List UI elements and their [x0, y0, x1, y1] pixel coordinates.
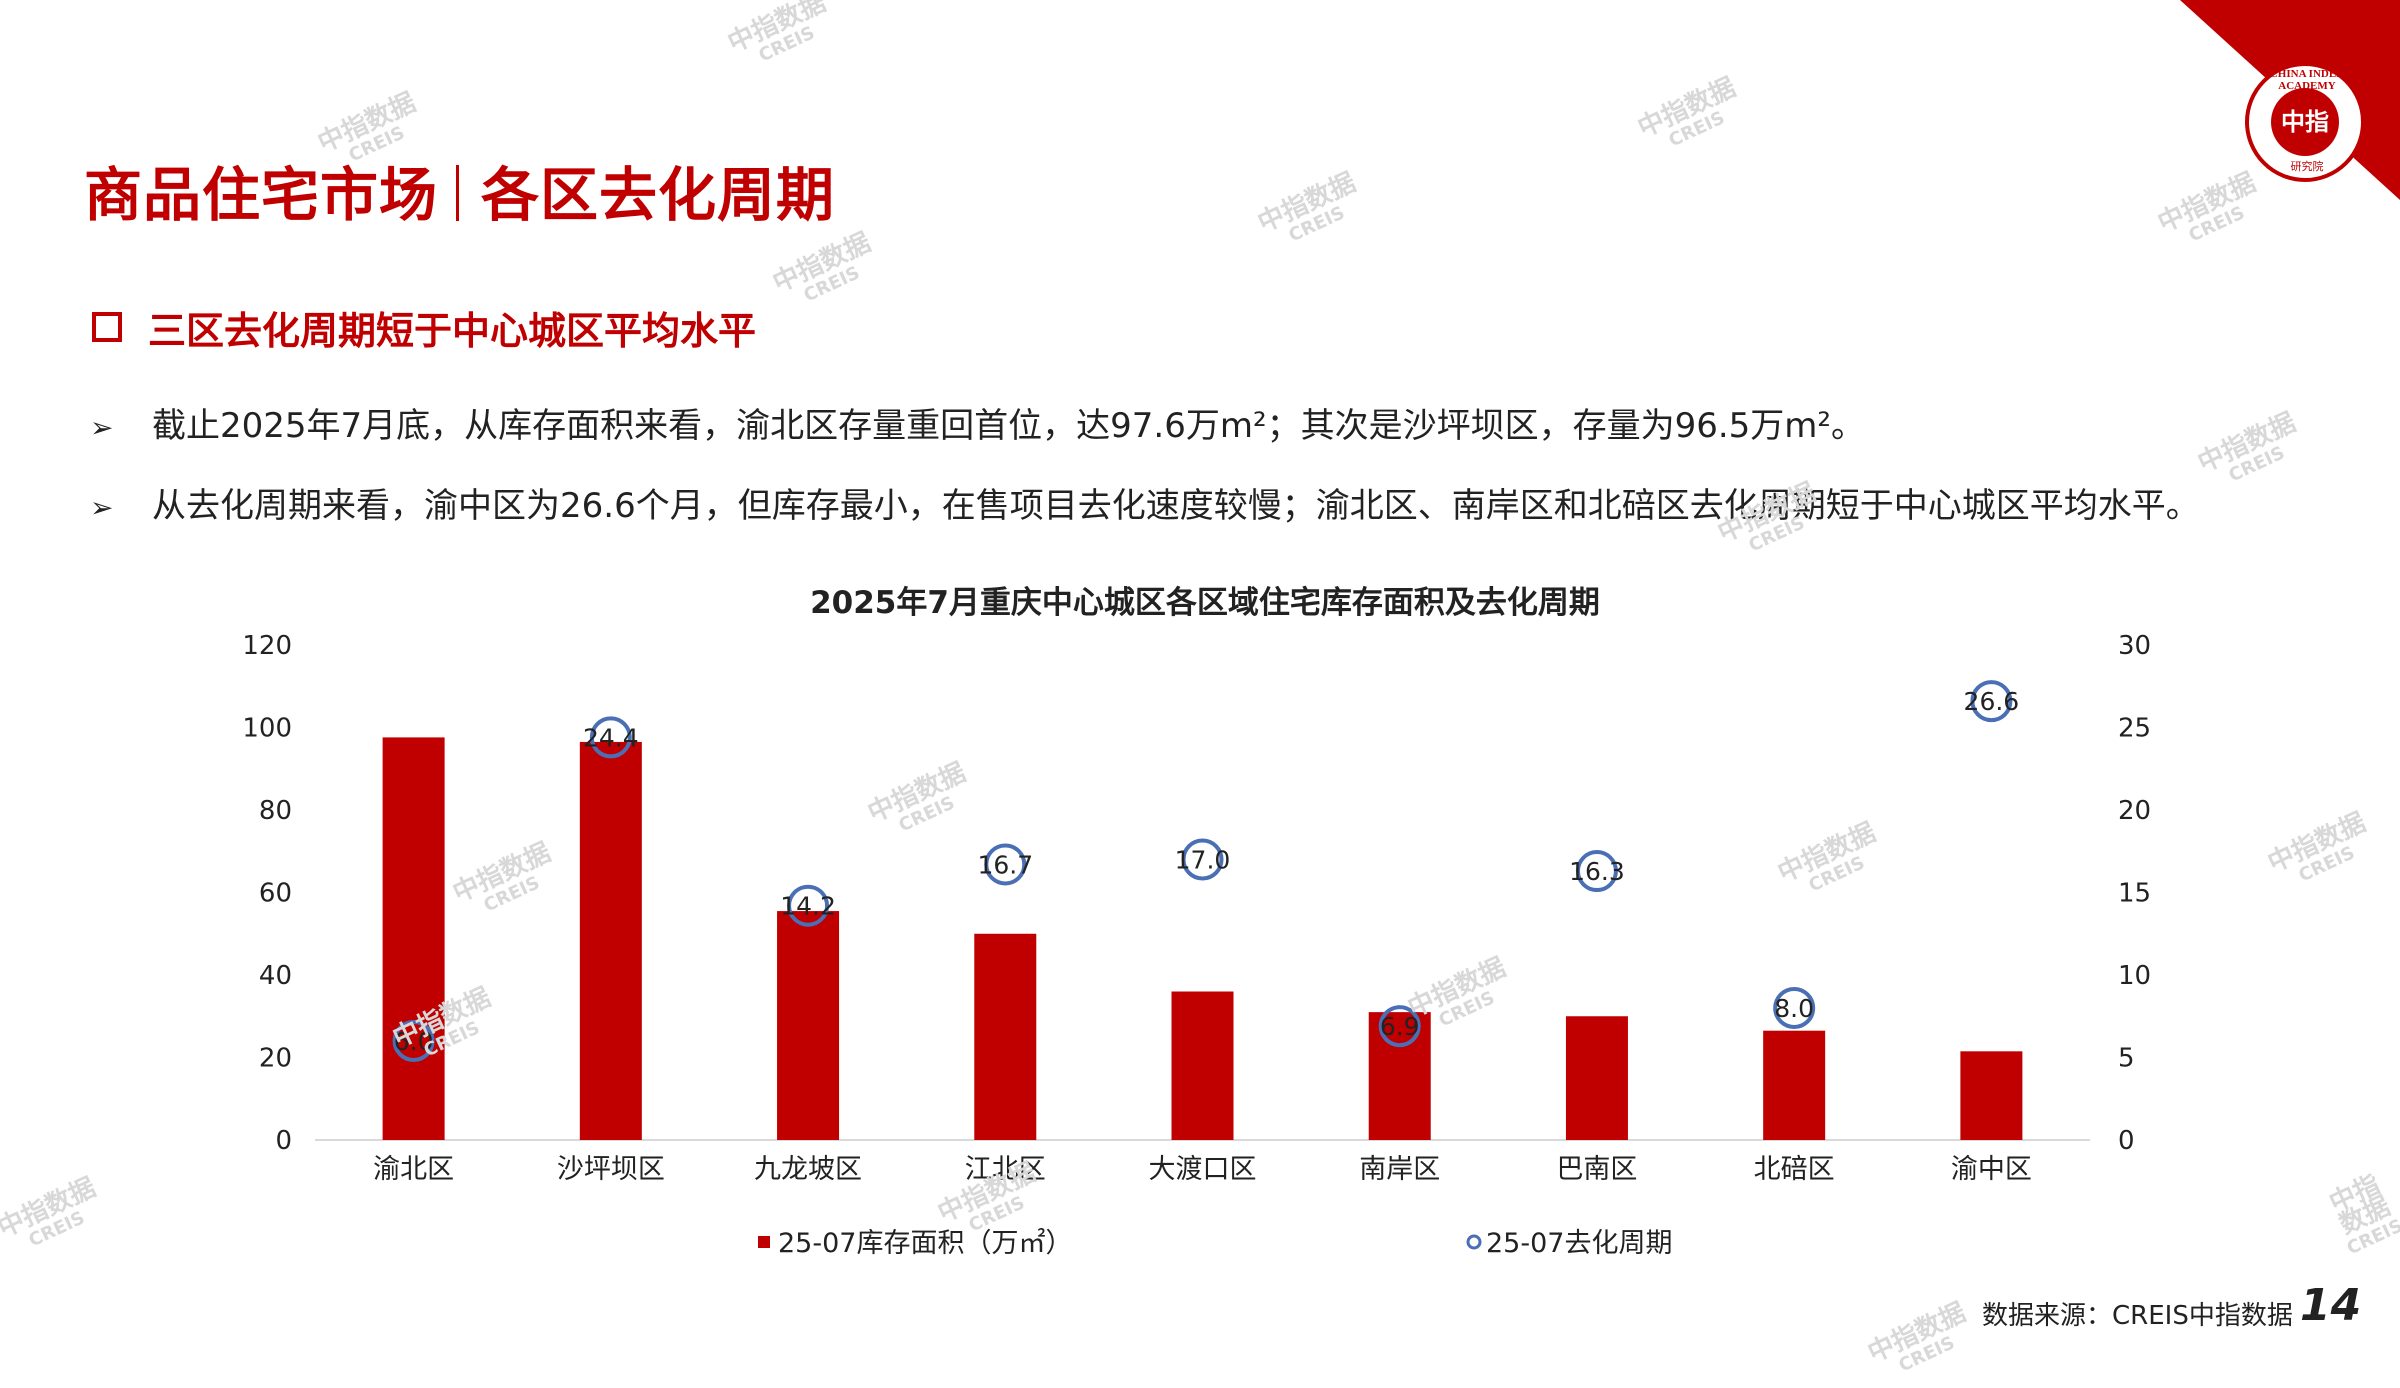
page-title-right: 各区去化周期	[481, 161, 836, 229]
marker-data-label: 26.6	[1964, 687, 2020, 716]
bullet-text-2: 从去化周期来看，渝中区为26.6个月，但库存最小，在售项目去化速度较慢；渝北区、…	[152, 486, 2200, 526]
marker-series: 6.0 24.4 14.2 16.7 17.0 6.9 16.3 8.0 26.6	[392, 680, 2020, 1062]
creis-watermark: 中指数据 CREIS	[1253, 167, 1361, 247]
right-axis-tick-label: 15	[2118, 879, 2151, 909]
bar-series	[382, 737, 2023, 1140]
left-axis-tick-label: 80	[259, 796, 292, 826]
right-axis-tick-label: 25	[2118, 714, 2151, 744]
creis-watermark: 中指数据 CREIS	[2153, 167, 2261, 247]
bullet-item-2: ➢ 从去化周期来看，渝中区为26.6个月，但库存最小，在售项目去化速度较慢；渝北区…	[90, 478, 2200, 527]
bar	[974, 933, 1037, 1140]
creis-watermark: 中指数据 CREIS	[723, 0, 831, 67]
right-axis-tick-label: 30	[2118, 631, 2151, 661]
creis-watermark: 中指数据 CREIS	[1863, 1297, 1971, 1377]
page-number: 14	[2300, 1280, 2362, 1331]
category-label: 南岸区	[1359, 1154, 1440, 1185]
bar	[777, 911, 840, 1140]
creis-watermark: 中指数据 CREIS	[2193, 407, 2301, 487]
chart-axes: 0 20 40 60 80 100 120 0 5 10 15 20 25 30	[242, 631, 2151, 1156]
inventory-chart: 2025年7月重庆中心城区各区域住宅库存面积及去化周期 020406080100…	[242, 585, 2151, 1259]
marker-data-label: 17.0	[1175, 846, 1231, 875]
bar	[382, 737, 445, 1140]
left-axis-tick-label: 0	[275, 1126, 292, 1156]
bar	[1763, 1030, 1826, 1140]
category-label: 巴南区	[1556, 1154, 1637, 1185]
left-axis-tick-label: 100	[242, 714, 292, 744]
china-index-academy-logo: CHINA INDEX ACADEMY 中指 研究院	[2245, 62, 2365, 182]
marker-data-label: 6.9	[1380, 1012, 1420, 1041]
logo-center-text: 中指	[2271, 88, 2339, 156]
right-axis-tick-label: 0	[2118, 1126, 2135, 1156]
page-title-left: 商品住宅市场	[84, 161, 439, 229]
left-axis-tick-label: 20	[259, 1044, 292, 1074]
bar	[1368, 1012, 1431, 1140]
marker-point	[1575, 850, 1618, 893]
marker-point	[589, 716, 632, 759]
legend-bar-swatch	[758, 1236, 770, 1248]
page-title: 商品住宅市场 各区去化周期	[84, 148, 835, 232]
marker-data-label: 6.0	[394, 1027, 434, 1056]
category-labels: 渝北区 沙坪坝区 九龙坡区 江北区 大渡口区 南岸区 巴南区 北碚区 渝中区	[373, 1154, 2032, 1185]
marker-data-label: 16.3	[1569, 857, 1625, 886]
category-label: 渝北区	[373, 1154, 454, 1185]
category-label: 九龙坡区	[754, 1154, 862, 1185]
marker-point	[1970, 680, 2013, 723]
arrow-bullet-icon: ➢	[90, 411, 114, 444]
logo-bottom-text: 研究院	[2290, 160, 2324, 173]
arrow-bullet-icon: ➢	[90, 491, 114, 524]
legend-marker-swatch	[1466, 1234, 1482, 1250]
category-label: 北碚区	[1754, 1154, 1835, 1185]
marker-point	[1181, 838, 1224, 881]
marker-point	[984, 843, 1027, 886]
left-axis-tick-label: 120	[242, 631, 292, 661]
left-axis-tick-label: 40	[259, 961, 292, 991]
bar	[579, 741, 642, 1140]
chart-title: 2025年7月重庆中心城区各区域住宅库存面积及去化周期	[810, 585, 1600, 621]
category-label: 江北区	[965, 1154, 1046, 1185]
creis-watermark: 中指数据 CREIS	[768, 227, 876, 307]
marker-point	[1378, 1005, 1421, 1048]
section-subheading: 三区去化周期短于中心城区平均水平	[92, 300, 756, 355]
bar	[1565, 1016, 1628, 1140]
square-bullet-icon	[92, 312, 122, 342]
subheading-text: 三区去化周期短于中心城区平均水平	[148, 309, 757, 353]
marker-point	[1773, 987, 1816, 1029]
marker-data-label: 24.4	[583, 723, 639, 752]
marker-data-label: 14.2	[780, 892, 836, 921]
title-separator	[456, 165, 460, 221]
bar	[1960, 1051, 2023, 1140]
right-axis-tick-label: 5	[2118, 1044, 2135, 1074]
bullet-item-1: ➢ 截止2025年7月底，从库存面积来看，渝北区存量重回首位，达97.6万m²；其…	[90, 398, 1865, 447]
legend-marker-label: 25-07去化周期	[1486, 1228, 1672, 1259]
chart-legend: 25-07库存面积（万㎡） 25-07去化周期	[758, 1228, 1672, 1259]
category-label: 大渡口区	[1149, 1154, 1257, 1185]
marker-data-label: 8.0	[1774, 994, 1814, 1023]
category-label: 渝中区	[1951, 1154, 2032, 1185]
marker-point	[787, 884, 830, 927]
creis-watermark: 中指数据 CREIS	[1633, 72, 1741, 152]
bullet-text-1: 截止2025年7月底，从库存面积来看，渝北区存量重回首位，达97.6万m²；其次…	[152, 406, 1866, 446]
bar	[1171, 991, 1234, 1140]
marker-data-label: 16.7	[977, 850, 1033, 879]
left-axis-tick-label: 60	[259, 879, 292, 909]
category-label: 沙坪坝区	[557, 1154, 665, 1185]
marker-point	[392, 1020, 435, 1062]
data-source: 数据来源：CREIS中指数据	[1982, 1301, 2293, 1331]
legend-bar-label: 25-07库存面积（万㎡）	[778, 1228, 1072, 1259]
right-axis-tick-label: 20	[2118, 796, 2151, 826]
right-axis-tick-label: 10	[2118, 961, 2151, 991]
